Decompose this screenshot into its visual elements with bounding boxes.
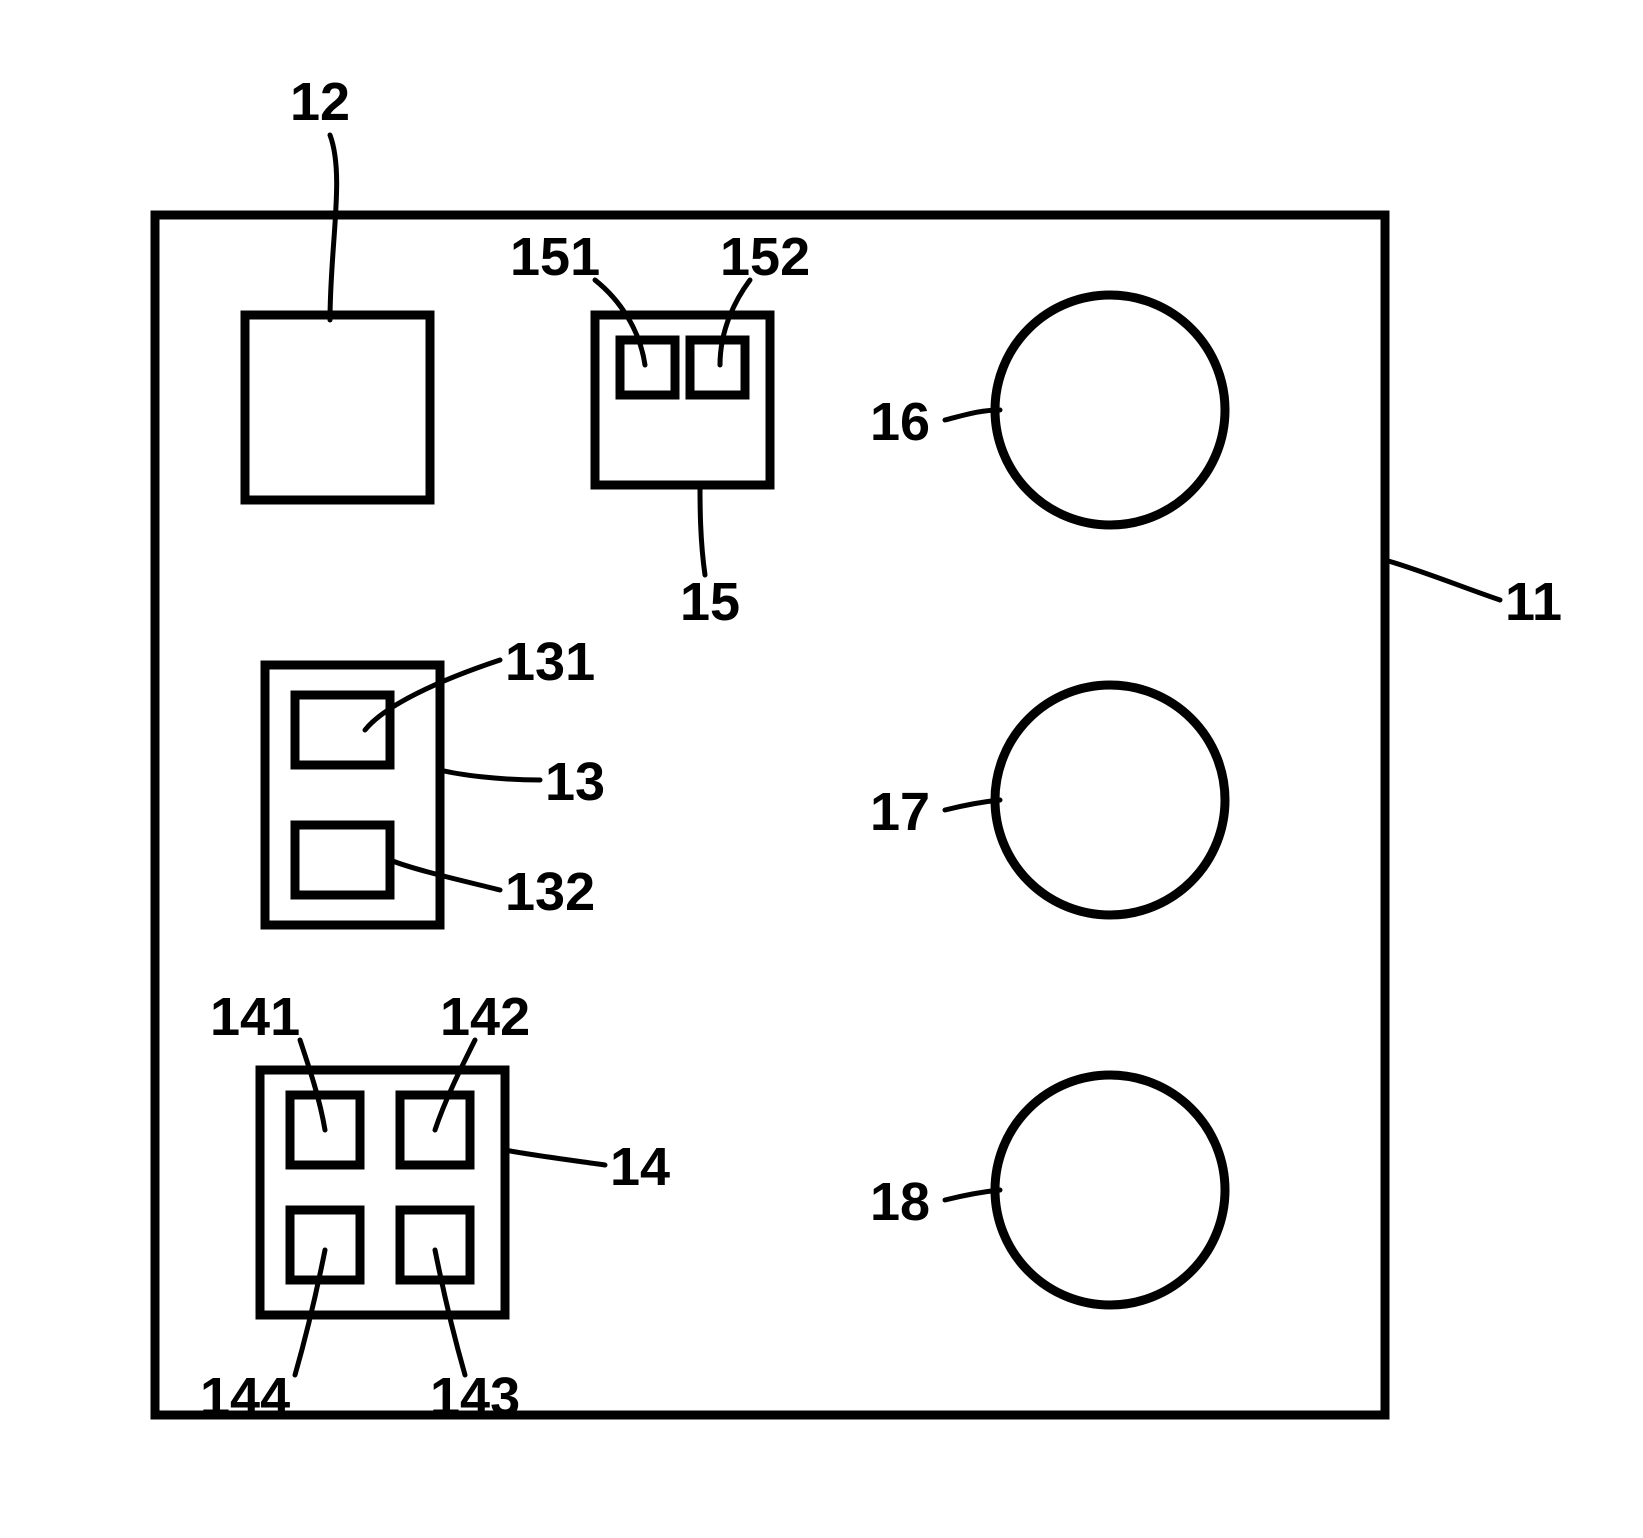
label-l12: 12 [290,72,350,132]
label-l132: 132 [505,862,595,922]
sub-144 [290,1210,360,1280]
sub-132 [295,825,390,895]
label-l151: 151 [510,227,600,287]
label-l152: 152 [720,227,810,287]
label-l143: 143 [430,1367,520,1427]
sub-143 [400,1210,470,1280]
circle-16 [995,295,1225,525]
leader-l15 [700,485,705,575]
leader-l11 [1385,560,1500,600]
label-l15: 15 [680,572,740,632]
leader-l12 [330,135,337,320]
label-l144: 144 [200,1367,290,1427]
circle-18 [995,1075,1225,1305]
label-l131: 131 [505,632,595,692]
leader-l14 [505,1150,605,1165]
leader-l132 [390,860,500,890]
label-l141: 141 [210,987,300,1047]
sub-151 [620,340,675,395]
label-l16: 16 [870,392,930,452]
label-l18: 18 [870,1172,930,1232]
leader-l13 [440,770,540,780]
leader-l141 [300,1040,325,1130]
label-l17: 17 [870,782,930,842]
label-l13: 13 [545,752,605,812]
component-12 [245,315,430,500]
label-l142: 142 [440,987,530,1047]
sub-131 [295,695,390,765]
sub-152 [690,340,745,395]
label-l14: 14 [610,1137,670,1197]
circle-17 [995,685,1225,915]
label-l11: 11 [1505,572,1562,632]
